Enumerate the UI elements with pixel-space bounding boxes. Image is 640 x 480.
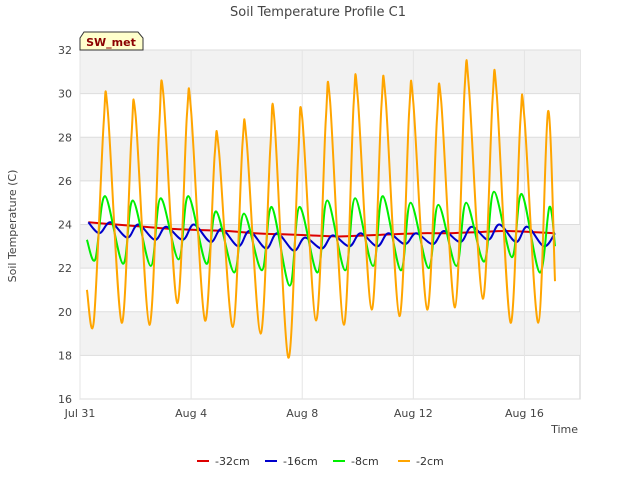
y-tick-label: 20: [58, 306, 72, 319]
legend-label: -32cm: [215, 455, 250, 468]
y-tick-label: 22: [58, 262, 72, 275]
x-tick-label: Aug 12: [394, 407, 433, 420]
legend-item: -2cm: [398, 455, 444, 468]
y-tick-label: 28: [58, 131, 72, 144]
series-line-2cm: [85, 59, 556, 359]
legend-label: -16cm: [283, 455, 318, 468]
y-axis-ticks: 16 18 20 22 24 26 28 30 32: [58, 44, 72, 406]
y-tick-label: 32: [58, 44, 72, 57]
plot-band: [80, 50, 580, 94]
grid-lines: [79, 49, 580, 400]
y-tick-label: 30: [58, 88, 72, 101]
badge-label: SW_met: [86, 36, 136, 49]
plot-band: [80, 311, 580, 356]
y-tick-label: 24: [58, 219, 72, 232]
legend-item: -16cm: [265, 455, 318, 468]
x-axis-label: Time: [550, 423, 578, 436]
plot-band: [80, 137, 580, 181]
series-layer: [85, 59, 556, 359]
y-tick-label: 16: [58, 393, 72, 406]
legend: -32cm -16cm -8cm -2cm: [197, 455, 444, 468]
legend-label: -2cm: [416, 455, 444, 468]
y-axis-label: Soil Temperature (C): [6, 170, 19, 283]
x-tick-label: Aug 16: [505, 407, 544, 420]
badge-shape: [79, 31, 144, 51]
x-axis-ticks: Jul 31 Aug 4 Aug 8 Aug 12 Aug 16: [64, 407, 544, 420]
legend-label: -8cm: [351, 455, 379, 468]
x-tick-label: Aug 8: [286, 407, 318, 420]
legend-item: -8cm: [333, 455, 379, 468]
x-tick-label: Aug 4: [175, 407, 207, 420]
station-badge: SW_met: [79, 31, 144, 51]
y-tick-label: 18: [58, 349, 72, 362]
legend-item: -32cm: [197, 455, 250, 468]
y-tick-label: 26: [58, 175, 72, 188]
x-tick-label: Jul 31: [64, 407, 96, 420]
chart-title: Soil Temperature Profile C1: [230, 5, 406, 20]
